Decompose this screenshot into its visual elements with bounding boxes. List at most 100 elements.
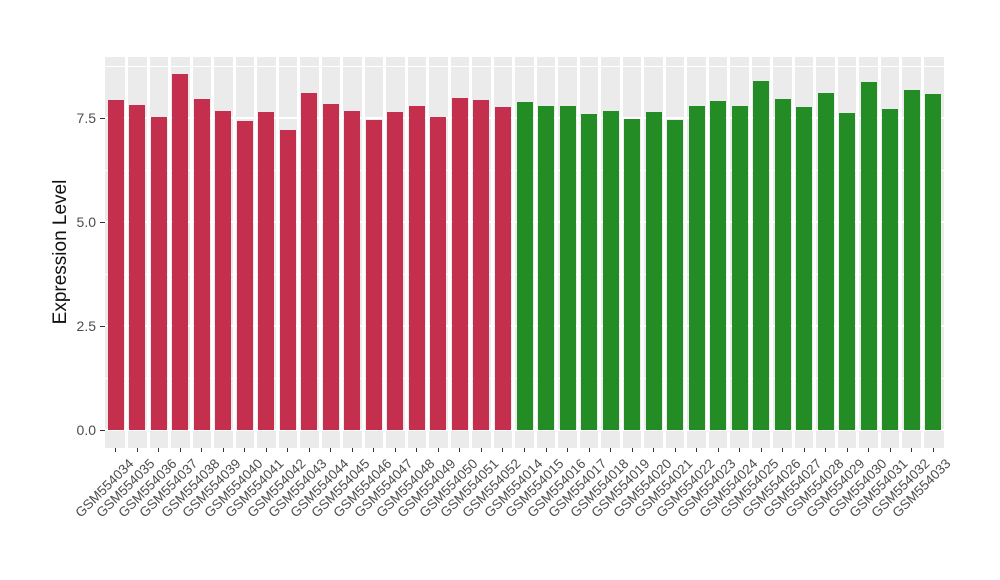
x-tick-mark [265,448,267,452]
bar [839,113,856,431]
x-gridline [361,57,365,448]
x-gridline [662,57,666,448]
x-tick-mark [696,448,698,452]
bar [710,100,727,431]
bar [882,108,899,431]
bar [494,106,511,431]
bar [301,93,318,431]
x-tick-mark [416,448,418,452]
bar [408,105,425,431]
x-gridline [684,57,688,448]
x-gridline [727,57,731,448]
x-gridline [576,57,580,448]
x-tick-mark [222,448,224,452]
bar [430,117,447,431]
x-tick-mark [351,448,353,452]
y-tick-mark [100,221,105,223]
y-tick-mark [100,429,105,431]
y-tick-label: 5.0 [76,214,96,231]
x-gridline [641,57,645,448]
x-tick-mark [739,448,741,452]
x-gridline [813,57,817,448]
bar [344,111,361,431]
x-tick-mark [717,448,719,452]
x-tick-mark [803,448,805,452]
x-tick-mark [674,448,676,452]
x-gridline [189,57,193,448]
x-gridline [490,57,494,448]
x-gridline [404,57,408,448]
x-gridline [533,57,537,448]
x-tick-mark [524,448,525,452]
x-gridline [877,57,881,448]
x-gridline [211,57,215,448]
bar [667,119,684,431]
x-tick-mark [567,448,569,452]
bar [473,99,490,431]
bar [538,106,554,431]
bar [451,98,468,431]
x-gridline [791,57,795,448]
bar [322,104,339,431]
bar [581,113,598,431]
x-gridline [619,57,623,448]
x-gridline [426,57,430,448]
bar [903,90,920,431]
bar [129,105,146,431]
x-tick-mark [911,448,913,452]
x-gridline [856,57,860,448]
x-tick-mark [115,448,117,452]
bar [559,106,576,431]
bar [215,111,232,431]
y-major-gridline [105,429,944,432]
y-minor-gridline [105,65,944,67]
x-tick-mark [760,448,762,452]
x-gridline [512,57,516,448]
bar [236,121,253,431]
x-gridline [232,57,236,448]
x-gridline [469,57,473,448]
bar [387,112,404,431]
x-gridline [254,57,258,448]
x-gridline [146,57,150,448]
x-gridline [297,57,301,448]
bar [624,118,641,431]
x-tick-mark [825,448,827,452]
bar [774,99,791,431]
x-gridline [598,57,602,448]
x-gridline [383,57,387,448]
bar [731,106,748,431]
x-tick-mark [437,448,439,452]
y-axis-title: Expression Level [50,179,71,325]
x-tick-mark [502,448,504,452]
x-tick-mark [782,448,784,452]
y-tick-mark [100,325,105,327]
y-tick-label: 7.5 [76,110,96,127]
x-gridline [705,57,709,448]
bar [817,93,834,431]
x-tick-mark [889,448,891,452]
x-gridline [168,57,172,448]
x-tick-mark [136,448,138,452]
bar [107,100,124,431]
x-tick-mark [631,448,633,452]
x-tick-mark [588,448,590,452]
x-gridline [834,57,838,448]
bar [193,98,210,431]
x-tick-mark [244,448,246,452]
x-tick-mark [330,448,332,452]
x-gridline [447,57,451,448]
x-tick-mark [480,448,482,452]
bar [279,130,296,431]
bar [645,112,662,431]
bar [925,93,942,431]
x-tick-mark [308,448,310,452]
x-gridline [748,57,752,448]
x-tick-mark [287,448,289,452]
bar [516,101,533,431]
x-tick-mark [932,448,934,452]
x-tick-mark [179,448,181,452]
bar [365,119,382,431]
x-gridline [340,57,344,448]
bar [796,107,813,431]
